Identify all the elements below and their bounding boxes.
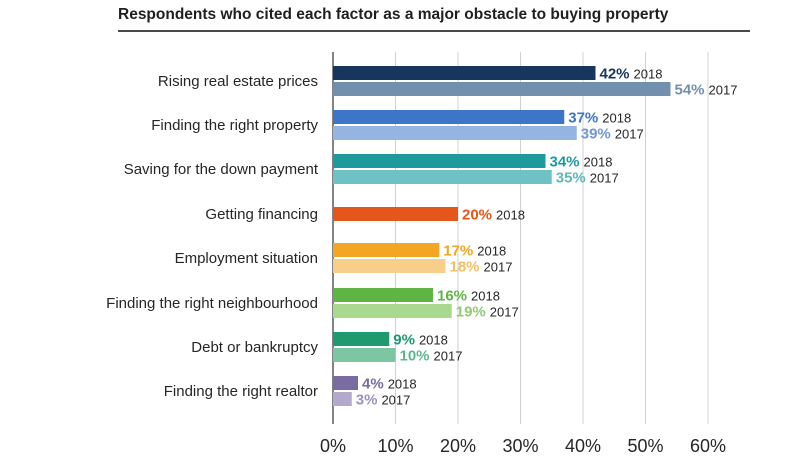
x-tick-label: 40%: [565, 436, 601, 456]
value-label: 10%: [400, 348, 430, 365]
year-label: 2017: [709, 83, 738, 98]
category-label: Getting financing: [205, 206, 318, 223]
value-label: 16%: [437, 288, 467, 305]
bar-2017: [333, 170, 552, 184]
value-label: 54%: [675, 82, 705, 99]
value-label: 39%: [581, 126, 611, 143]
chart-title: Respondents who cited each factor as a m…: [118, 6, 669, 23]
category-label: Finding the right realtor: [164, 383, 318, 400]
year-label: 2017: [484, 260, 513, 275]
category-label: Debt or bankruptcy: [191, 339, 318, 356]
bar-2017: [333, 304, 452, 318]
value-label: 34%: [550, 154, 580, 171]
category-label: Finding the right neighbourhood: [106, 295, 318, 312]
bar-2018: [333, 66, 596, 80]
bar-2018: [333, 288, 433, 302]
bar-2017: [333, 126, 577, 140]
year-label: 2018: [388, 377, 417, 392]
bar-2017: [333, 259, 446, 273]
x-tick-label: 60%: [690, 436, 726, 456]
year-label: 2018: [477, 244, 506, 259]
x-tick-label: 30%: [502, 436, 538, 456]
value-label: 9%: [393, 332, 415, 349]
bar-2017: [333, 348, 396, 362]
year-label: 2018: [419, 333, 448, 348]
value-label: 42%: [600, 66, 630, 83]
value-label: 37%: [568, 110, 598, 127]
category-label: Finding the right property: [151, 117, 318, 134]
bar-2018: [333, 110, 565, 124]
category-label: Rising real estate prices: [158, 73, 318, 90]
value-label: 4%: [362, 376, 384, 393]
year-label: 2018: [634, 67, 663, 82]
year-label: 2017: [590, 171, 619, 186]
year-label: 2017: [381, 393, 410, 408]
x-tick-label: 10%: [377, 436, 413, 456]
value-label: 17%: [443, 243, 473, 260]
bar-2018: [333, 332, 390, 346]
bar-2017: [333, 82, 671, 96]
value-label: 18%: [450, 259, 480, 276]
value-label: 35%: [556, 170, 586, 187]
year-label: 2017: [490, 305, 519, 320]
year-label: 2018: [496, 208, 525, 223]
title-rule: [118, 30, 750, 32]
value-label: 3%: [356, 392, 378, 409]
x-tick-label: 20%: [440, 436, 476, 456]
year-label: 2018: [471, 289, 500, 304]
year-label: 2018: [584, 155, 613, 170]
value-label: 19%: [456, 304, 486, 321]
category-label: Employment situation: [175, 250, 318, 267]
bar-2018: [333, 376, 358, 390]
year-label: 2017: [434, 349, 463, 364]
bar-2017: [333, 392, 352, 406]
year-label: 2017: [615, 127, 644, 142]
bar-2018: [333, 154, 546, 168]
bar-2018: [333, 243, 440, 257]
bar-2018: [333, 207, 458, 221]
value-label: 20%: [462, 207, 492, 224]
x-tick-label: 50%: [627, 436, 663, 456]
category-label: Saving for the down payment: [124, 161, 319, 178]
x-tick-label: 0%: [320, 436, 346, 456]
year-label: 2018: [602, 111, 631, 126]
